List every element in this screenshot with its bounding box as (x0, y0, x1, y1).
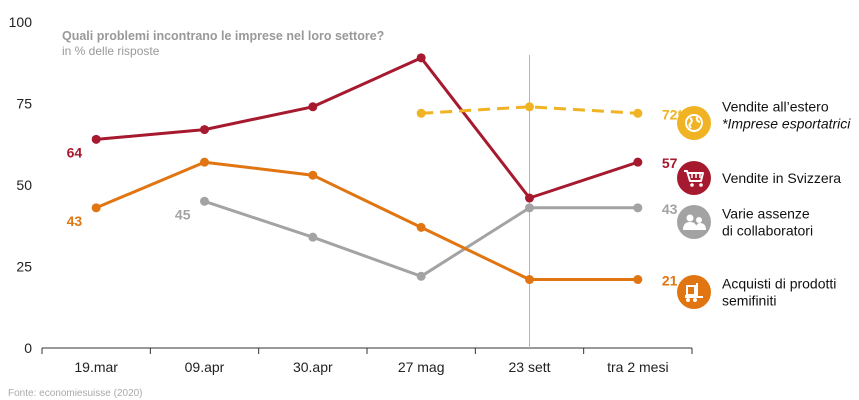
data-point-vendite-in-svizzera-tra-2-mesi (633, 157, 643, 167)
shopping-cart-icon-badge (677, 161, 711, 195)
y-tick-label-25: 25 (16, 259, 32, 275)
forklift-icon-wheel-right (693, 298, 697, 302)
chart-source: Fonte: economiesuisse (2020) (8, 388, 143, 399)
people-icon-head-2 (696, 217, 702, 223)
data-point-vendite-in-svizzera-23-sett (525, 193, 534, 203)
x-tick-label-30-apr: 30.apr (293, 359, 333, 375)
chart-title: Quali problemi incontrano le imprese nel… (62, 29, 384, 43)
data-point-varie-assenze-di-collaboratori-30-apr (308, 232, 318, 242)
forklift-icon-base (685, 295, 697, 298)
legend-item-vendite-in-svizzera: Vendite in Svizzera (677, 161, 841, 195)
globe-icon-badge (677, 106, 711, 140)
data-point-vendite-all-estero-tra-2-mesi (633, 108, 643, 118)
y-tick-label-100: 100 (9, 14, 33, 30)
forklift-icon (677, 275, 711, 309)
x-tick-label-19-mar: 19.mar (74, 359, 118, 375)
data-point-vendite-in-svizzera-09-apr (200, 125, 209, 135)
series-vendite-in-svizzera (91, 53, 643, 203)
data-label-start-varie-assenze-di-collaboratori: 45 (175, 206, 191, 222)
data-point-acquisti-di-prodotti-semifiniti-19-mar (91, 203, 101, 213)
x-tick-label-09-apr: 09.apr (185, 359, 225, 375)
data-point-acquisti-di-prodotti-semifiniti-30-apr (308, 170, 318, 180)
globe-icon-continents (688, 116, 701, 129)
data-label-end-acquisti-di-prodotti-semifiniti: 21 (662, 273, 678, 289)
people-icon (677, 205, 711, 239)
globe-icon (677, 106, 711, 140)
legend-label-vendite-all-estero-0: Vendite all’estero (722, 99, 829, 115)
legend-item-vendite-all-estero: Vendite all’estero*Imprese esportatrici (677, 99, 851, 140)
people-icon-badge (677, 205, 711, 239)
x-tick-label-27-mag: 27 mag (398, 359, 445, 375)
data-point-acquisti-di-prodotti-semifiniti-23-sett (525, 275, 534, 285)
series-varie-assenze-di-collaboratori (200, 196, 643, 281)
x-tick-label-23-sett: 23 sett (508, 359, 550, 375)
cart-icon-wheel-right (699, 183, 703, 187)
data-point-varie-assenze-di-collaboratori-tra-2-mesi (633, 203, 643, 213)
people-icon-body-2 (695, 223, 706, 230)
series-vendite-all-estero (416, 102, 643, 118)
data-point-varie-assenze-di-collaboratori-23-sett (525, 203, 534, 213)
series-line-varie-assenze-di-collaboratori (204, 199, 638, 278)
data-label-end-vendite-in-svizzera: 57 (662, 155, 678, 171)
forklift-icon-wheel-left (686, 298, 690, 302)
data-point-vendite-in-svizzera-30-apr (308, 102, 318, 112)
series-acquisti-di-prodotti-semifiniti (91, 157, 643, 285)
legend-label-acquisti-di-prodotti-semifiniti-0: Acquisti di prodotti (722, 276, 836, 292)
data-point-vendite-in-svizzera-27-mag (416, 53, 426, 63)
data-label-end-varie-assenze-di-collaboratori: 43 (662, 201, 678, 217)
legend-label-vendite-all-estero-1: *Imprese esportatrici (722, 116, 851, 132)
cart-icon-grid (691, 173, 701, 178)
data-point-vendite-all-estero-27-mag (416, 108, 426, 118)
chart-series (91, 53, 643, 285)
globe-icon-outline (685, 114, 703, 132)
data-point-varie-assenze-di-collaboratori-09-apr (200, 196, 209, 206)
x-tick-label-tra-2-mesi: tra 2 mesi (607, 359, 668, 375)
shopping-cart-icon (677, 161, 711, 195)
data-point-acquisti-di-prodotti-semifiniti-09-apr (200, 157, 209, 167)
chart-subtitle: in % delle risposte (62, 44, 160, 58)
people-icon-head-1 (686, 214, 694, 222)
data-label-start-acquisti-di-prodotti-semifiniti: 43 (67, 213, 83, 229)
data-point-acquisti-di-prodotti-semifiniti-27-mag (416, 222, 426, 232)
series-line-vendite-in-svizzera (96, 56, 639, 200)
legend-label-acquisti-di-prodotti-semifiniti-1: semifiniti (722, 293, 776, 309)
chart-axes: 0 25 50 75 100 19.mar 09.apr 30.apr 27 mag 23 set… (9, 14, 693, 375)
legend-label-varie-assenze-di-collaboratori-0: Varie assenze (722, 206, 810, 222)
data-point-acquisti-di-prodotti-semifiniti-tra-2-mesi (633, 275, 643, 285)
chart-legend: Vendite all’estero*Imprese esportatriciV… (677, 99, 851, 309)
data-label-start-vendite-in-svizzera: 64 (67, 144, 83, 160)
data-point-vendite-in-svizzera-19-mar (91, 134, 101, 144)
y-tick-label-50: 50 (16, 177, 32, 193)
legend-label-varie-assenze-di-collaboratori-1: di collaboratori (722, 223, 813, 239)
legend-label-vendite-in-svizzera-0: Vendite in Svizzera (722, 170, 841, 186)
people-icon-body-1 (683, 222, 697, 230)
data-point-vendite-all-estero-23-sett (525, 102, 534, 112)
series-line-vendite-all-estero (421, 105, 638, 115)
data-point-varie-assenze-di-collaboratori-27-mag (416, 271, 426, 281)
series-line-acquisti-di-prodotti-semifiniti (95, 160, 638, 281)
y-tick-label-0: 0 (24, 340, 32, 356)
y-tick-label-75: 75 (16, 96, 32, 112)
cart-icon-wheel-left (690, 183, 694, 187)
